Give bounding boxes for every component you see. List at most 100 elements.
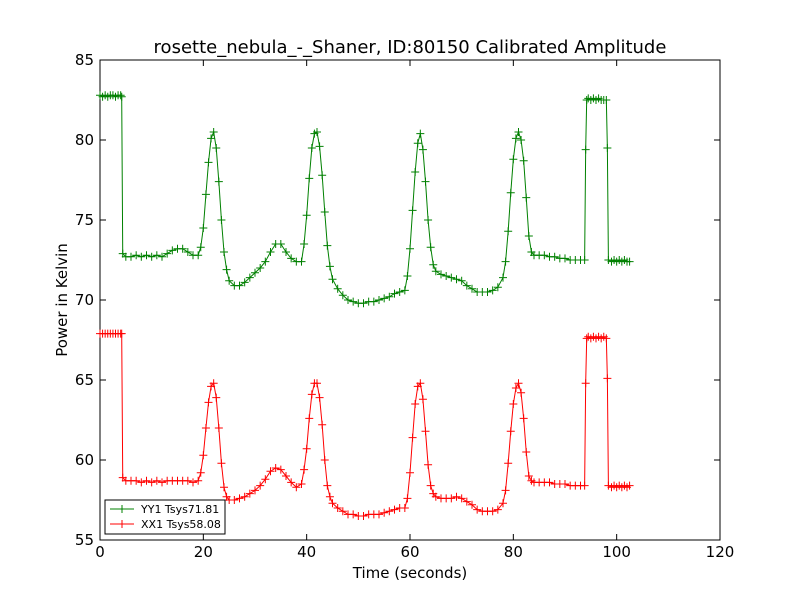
data-point <box>240 278 249 287</box>
data-point <box>245 489 254 498</box>
data-point <box>344 296 352 304</box>
data-point <box>333 504 342 512</box>
data-point <box>194 251 203 260</box>
data-point <box>266 467 275 476</box>
data-point <box>220 483 228 492</box>
data-point <box>235 494 244 503</box>
data-point <box>501 486 510 495</box>
data-point <box>235 281 244 290</box>
x-tick-label: 60 <box>400 543 419 561</box>
data-point <box>328 499 337 508</box>
legend-entry-yy1: YY1 Tsys71.81 <box>110 503 219 516</box>
data-point <box>305 414 314 423</box>
data-point <box>178 244 187 253</box>
data-point <box>292 483 301 492</box>
data-point <box>452 492 461 501</box>
data-point <box>214 177 223 186</box>
data-point <box>212 393 221 402</box>
data-point <box>300 240 309 248</box>
data-point <box>199 224 208 232</box>
data-point <box>305 174 314 183</box>
y-tick-label: 75 <box>75 211 94 229</box>
data-point <box>416 379 425 388</box>
data-point <box>447 273 456 282</box>
data-point <box>261 257 270 266</box>
data-point <box>403 494 412 503</box>
data-point <box>493 283 502 292</box>
data-point <box>222 265 231 274</box>
data-point <box>328 275 337 284</box>
data-point <box>333 284 342 293</box>
data-point <box>302 444 311 453</box>
data-point <box>625 481 634 490</box>
data-point <box>359 299 368 308</box>
data-point <box>625 257 634 266</box>
data-point <box>545 478 554 487</box>
data-point <box>375 296 383 304</box>
data-point <box>385 507 394 516</box>
data-point <box>116 91 125 100</box>
data-point <box>499 499 507 508</box>
data-point <box>400 286 409 295</box>
y-tick-label: 80 <box>75 131 94 149</box>
data-point <box>504 227 513 236</box>
data-point <box>380 294 389 303</box>
data-point <box>189 478 197 487</box>
data-point <box>338 507 347 516</box>
legend: YY1 Tsys71.81 XX1 Tsys58.08 <box>104 499 226 535</box>
data-point <box>142 476 151 485</box>
data-point <box>204 398 213 407</box>
data-point <box>416 129 425 138</box>
data-point <box>313 379 321 388</box>
legend-marker-xx1 <box>118 520 126 528</box>
data-point <box>488 507 497 516</box>
data-point <box>421 427 430 436</box>
data-point <box>406 468 414 477</box>
legend-entry-xx1: XX1 Tsys58.08 <box>110 518 221 531</box>
data-point <box>462 281 471 290</box>
data-point <box>158 252 166 261</box>
data-point <box>212 144 221 152</box>
data-point <box>395 288 404 296</box>
data-point <box>245 273 254 282</box>
x-tick-label: 80 <box>504 543 523 561</box>
data-point <box>514 379 523 388</box>
data-point <box>251 268 259 277</box>
data-point <box>117 92 126 101</box>
data-point <box>201 190 210 199</box>
data-point <box>338 291 347 300</box>
legend-label-yy1: YY1 Tsys71.81 <box>140 503 219 516</box>
data-point <box>261 475 270 484</box>
data-point <box>349 510 358 519</box>
data-point <box>517 136 526 144</box>
data-point <box>300 465 309 474</box>
data-point <box>504 459 513 468</box>
data-point <box>375 510 383 519</box>
data-point <box>519 156 528 165</box>
data-point <box>517 388 526 397</box>
series-yy1 <box>96 91 634 308</box>
data-point <box>550 252 559 261</box>
data-point <box>509 400 518 408</box>
data-point <box>522 448 531 456</box>
data-point <box>217 216 226 224</box>
data-point <box>117 329 126 338</box>
data-point <box>320 456 329 464</box>
data-point <box>147 252 156 261</box>
data-point <box>411 400 420 408</box>
data-point <box>196 243 205 252</box>
data-point <box>514 128 523 136</box>
data-point <box>406 244 414 253</box>
data-point <box>297 257 306 266</box>
x-tick-label: 100 <box>602 543 631 561</box>
data-point <box>199 451 208 460</box>
y-tick-label: 85 <box>75 51 94 69</box>
data-point <box>313 128 321 136</box>
data-point <box>452 275 461 284</box>
data-point <box>276 465 285 474</box>
series-layer <box>96 91 634 520</box>
data-point <box>581 379 590 388</box>
data-point <box>424 216 433 224</box>
data-point <box>282 248 290 256</box>
